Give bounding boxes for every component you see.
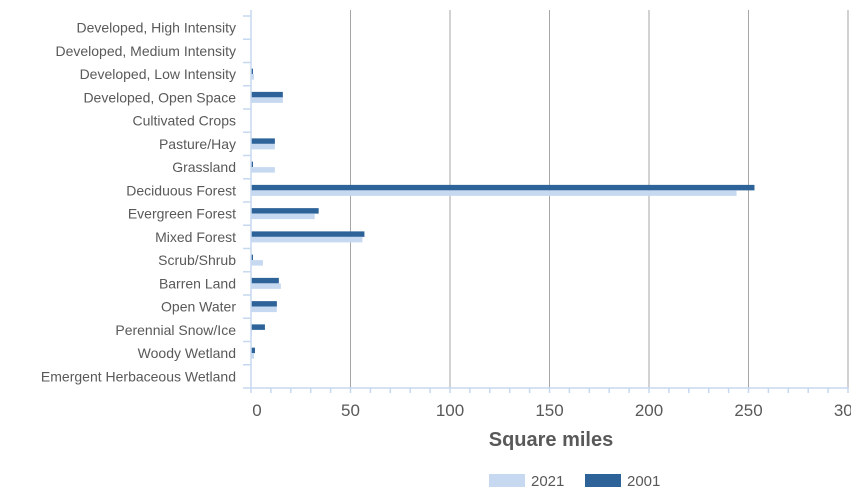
legend-label-2021: 2021: [531, 473, 564, 488]
category-label: Perennial Snow/Ice: [115, 322, 236, 338]
category-label: Developed, Low Intensity: [80, 66, 236, 82]
category-label: Mixed Forest: [155, 229, 236, 245]
bar-2001-9: [251, 231, 365, 237]
x-tick-label-0: 0: [252, 401, 261, 420]
bar-2021-3: [251, 97, 283, 103]
category-label: Deciduous Forest: [126, 182, 236, 198]
bar-2001-6: [251, 161, 253, 168]
bar-2021-5: [251, 143, 275, 150]
category-label: Barren Land: [159, 275, 236, 291]
x-tick-label-50: 50: [341, 401, 360, 420]
category-label: Cultivated Crops: [133, 113, 237, 129]
category-label: Developed, High Intensity: [76, 20, 236, 36]
legend-label-2001: 2001: [627, 473, 660, 488]
category-label: Woody Wetland: [138, 345, 236, 361]
bar-2021-12: [251, 306, 277, 313]
bar-2021-14: [251, 353, 254, 359]
category-labels: Developed, High Intensity Developed, Medi…: [41, 20, 236, 385]
bar-2001-3: [251, 91, 283, 98]
category-label: Evergreen Forest: [128, 206, 236, 222]
bar-2001-7: [251, 184, 755, 191]
bar-2001-8: [251, 208, 319, 214]
category-label: Developed, Medium Intensity: [55, 43, 236, 59]
category-label: Scrub/Shrub: [158, 252, 236, 268]
category-label: Developed, Open Space: [83, 89, 236, 105]
x-tick-labels: 0 50 100 150 200 250 300: [252, 401, 851, 420]
category-label: Open Water: [161, 299, 236, 315]
bar-2021-10: [251, 260, 263, 266]
bar-2001-2: [251, 68, 253, 75]
legend-swatch-2001: [585, 474, 621, 487]
bar-2021-9: [251, 236, 363, 243]
bar-2001-11: [251, 277, 279, 284]
x-tick-label-250: 250: [734, 401, 762, 420]
category-label: Grassland: [172, 159, 236, 175]
gridlines: [350, 10, 849, 388]
bars: [251, 27, 755, 359]
bar-2001-5: [251, 138, 275, 144]
legend: 2021 2001: [489, 473, 660, 488]
category-label: Emergent Herbaceous Wetland: [41, 368, 236, 384]
x-tick-label-300: 300: [834, 401, 851, 420]
bar-2021-7: [251, 190, 737, 196]
axes: [243, 10, 849, 393]
bar-2001-14: [251, 347, 255, 354]
x-tick-label-200: 200: [635, 401, 663, 420]
bar-2001-10: [251, 254, 253, 261]
legend-swatch-2021: [489, 474, 525, 487]
bar-2021-2: [251, 74, 254, 80]
bar-2001-13: [251, 324, 265, 330]
bar-2021-11: [251, 283, 281, 289]
x-axis-title: Square miles: [489, 429, 614, 451]
bar-2021-8: [251, 213, 315, 220]
bar-2021-6: [251, 167, 275, 173]
x-tick-label-150: 150: [535, 401, 563, 420]
category-label: Pasture/Hay: [159, 136, 236, 152]
x-tick-label-100: 100: [436, 401, 464, 420]
bar-2001-12: [251, 301, 277, 307]
